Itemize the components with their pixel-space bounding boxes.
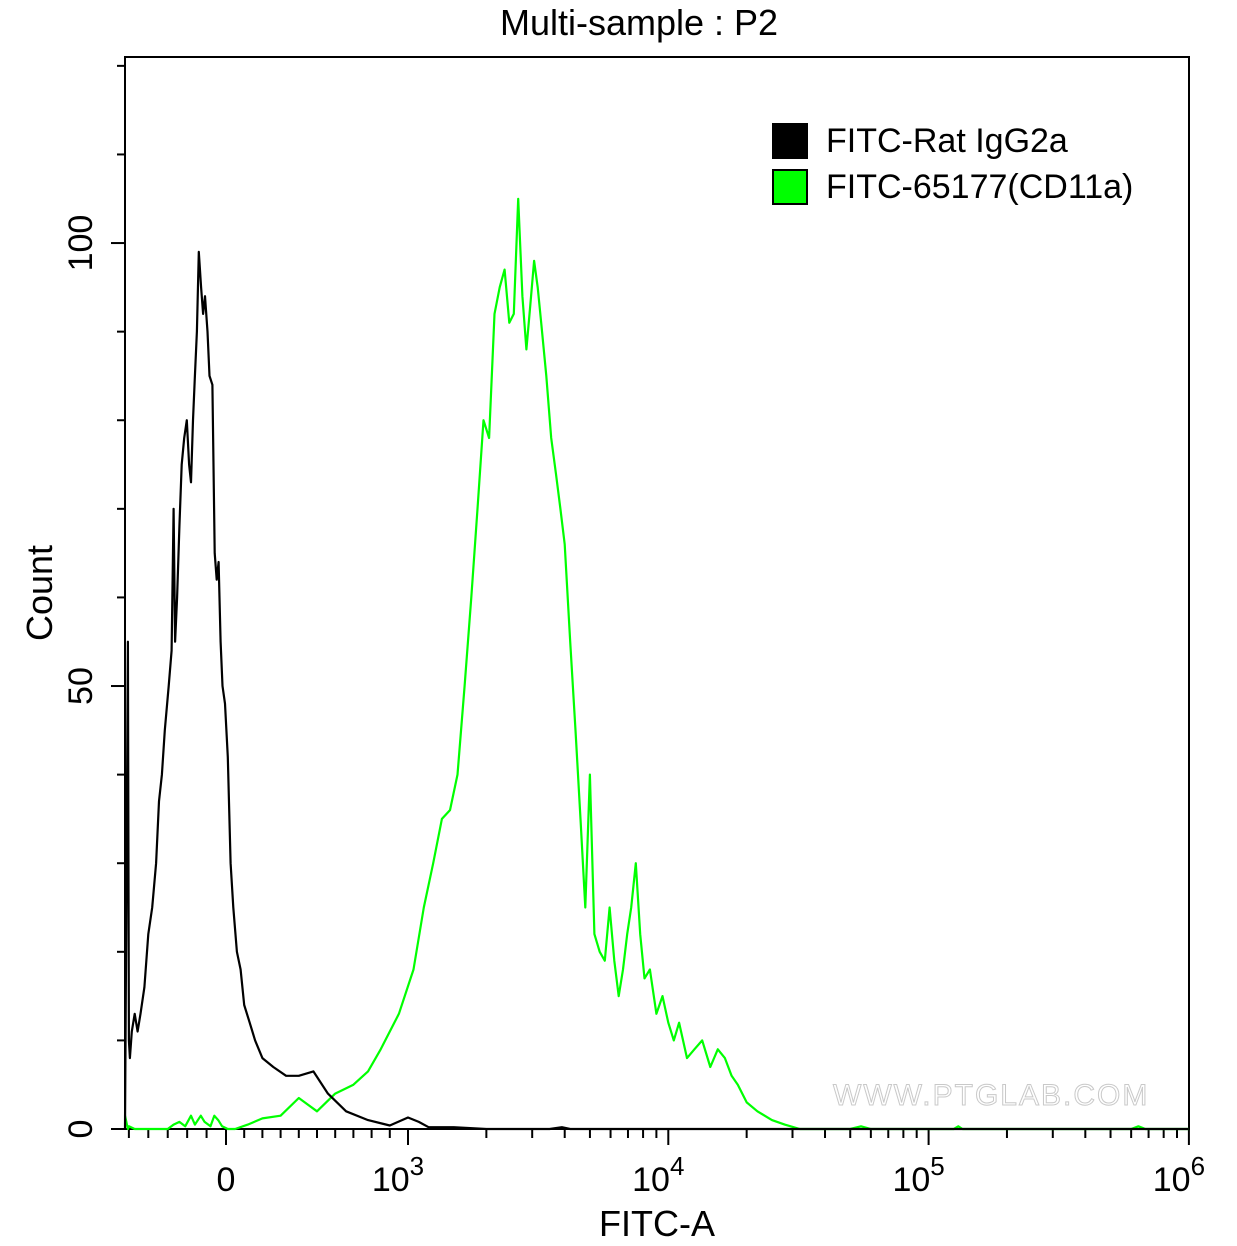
chart-title: Multi-sample : P2	[499, 2, 779, 43]
y-tick-label: 50	[62, 667, 100, 705]
legend-item-cd11a: FITC-65177(CD11a)	[772, 164, 1133, 210]
legend: FITC-Rat IgG2a FITC-65177(CD11a)	[772, 118, 1133, 210]
x-tick-label: 0	[217, 1161, 236, 1199]
legend-swatch-cd11a	[772, 169, 808, 205]
x-axis: 0 103 104 105 106	[127, 1129, 1205, 1199]
x-axis-label: FITC-A	[599, 1203, 715, 1244]
series-layer	[123, 197, 1189, 1131]
y-tick-label: 0	[62, 1120, 100, 1139]
y-tick-label: 100	[62, 215, 100, 272]
series-cd11a-line	[123, 197, 1189, 1131]
y-axis-label: Count	[19, 544, 60, 642]
legend-label-isotype: FITC-Rat IgG2a	[826, 121, 1068, 160]
legend-swatch-isotype	[772, 123, 808, 159]
plot-frame	[124, 56, 1190, 1130]
legend-label-cd11a: FITC-65177(CD11a)	[826, 167, 1134, 206]
series-isotype-line	[123, 250, 1189, 1131]
x-tick-label: 105	[892, 1151, 944, 1199]
x-tick-label: 106	[1153, 1151, 1205, 1199]
watermark: WWW.PTGLAB.COM	[832, 1079, 1150, 1113]
y-axis: 0 50 100	[62, 64, 125, 1139]
x-tick-label: 103	[372, 1151, 424, 1199]
legend-item-isotype: FITC-Rat IgG2a	[772, 118, 1133, 164]
x-tick-label: 104	[632, 1151, 684, 1199]
